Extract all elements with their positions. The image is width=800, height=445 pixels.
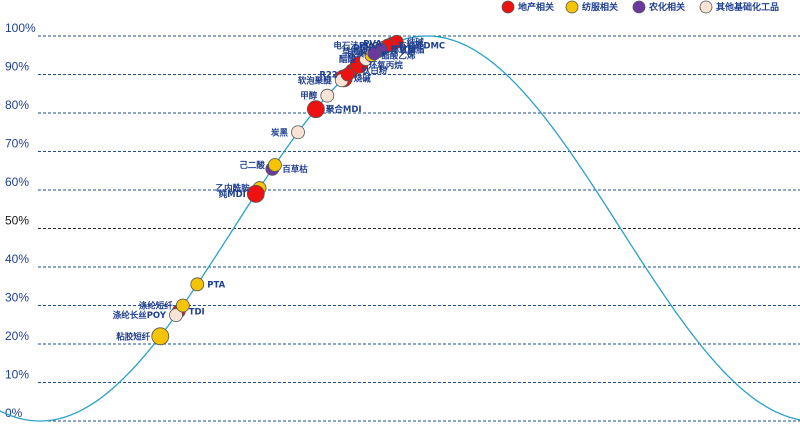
legend-marker: [501, 0, 515, 14]
data-point: [169, 308, 183, 323]
point-label: 百草枯: [282, 164, 308, 175]
point-label: PTA: [207, 280, 225, 290]
point-label: 烧碱: [354, 73, 372, 84]
grid: 0% 10% 20% 30% 40% 50% 60% 70% 80% 90% 100%: [5, 21, 800, 422]
point-label: 涤纶长丝POY: [113, 310, 167, 321]
y-tick-label: 20%: [5, 329, 29, 343]
point-label: 涤纶短纤: [139, 301, 174, 312]
point-label: R22: [319, 71, 337, 81]
data-point: [268, 158, 282, 172]
legend-marker: [565, 0, 579, 14]
legend-marker: [699, 0, 713, 14]
y-tick-label: 50%: [5, 214, 29, 228]
point-label: 甲醇: [300, 91, 318, 102]
y-tick-label: 60%: [5, 175, 29, 189]
point-label: 己二酸: [239, 160, 265, 171]
point-label: 尿素: [347, 48, 365, 59]
y-tick-label: 10%: [5, 368, 29, 382]
point-label: 草甘膦: [391, 45, 417, 56]
y-tick-label: 0%: [5, 406, 23, 420]
data-point: [367, 46, 382, 61]
legend-label: 纺服相关: [582, 1, 618, 13]
point-label: 电石法PVC: [333, 41, 378, 52]
y-tick-label: 80%: [5, 98, 29, 112]
data-point: [306, 100, 325, 119]
legend-label: 其他基础化工品: [716, 1, 779, 13]
data-point: [320, 88, 335, 103]
legend-marker: [632, 0, 646, 14]
legend-label: 地产相关: [518, 1, 554, 13]
point-label: 草铵膦: [342, 46, 368, 57]
y-tick-label: 70%: [5, 137, 29, 151]
point-label: 纯碱: [407, 37, 425, 48]
point-label: 醋酸: [339, 54, 357, 65]
data-point: [291, 125, 305, 140]
y-tick-label: 90%: [5, 60, 29, 74]
point-label: 聚合MDI: [325, 104, 362, 115]
point-label: 粘胶短纤: [115, 331, 151, 342]
data-point: [151, 327, 170, 346]
point-label: 软泡聚醚: [298, 75, 333, 86]
point-label: 炭黑: [271, 127, 289, 138]
point-label: 环氧树脂: [391, 45, 426, 56]
point-label: 环氧丙烷: [369, 60, 404, 71]
point-label: 醋酸乙烯: [381, 50, 416, 61]
legend: 地产相关 纺服相关 农化相关 其他基础化工品: [501, 0, 779, 14]
point-label: DMF: [353, 44, 375, 54]
data-point: [190, 277, 205, 292]
legend-label: 农化相关: [648, 1, 685, 13]
data-point: [175, 298, 190, 313]
point-label: 有机硅DMC: [398, 41, 445, 52]
data-points: [151, 34, 404, 346]
point-label: 乙内酰胺: [216, 183, 251, 194]
data-point: [246, 184, 265, 203]
point-label: TDI: [189, 307, 205, 317]
point-label: PVA: [363, 40, 382, 50]
data-point: [340, 67, 355, 82]
y-tick-label: 30%: [5, 291, 29, 305]
y-tick-label: 100%: [5, 21, 36, 35]
y-tick-label: 40%: [5, 252, 29, 266]
point-label: 纯MDI: [219, 189, 246, 200]
point-label: 钛白粉: [362, 66, 388, 77]
